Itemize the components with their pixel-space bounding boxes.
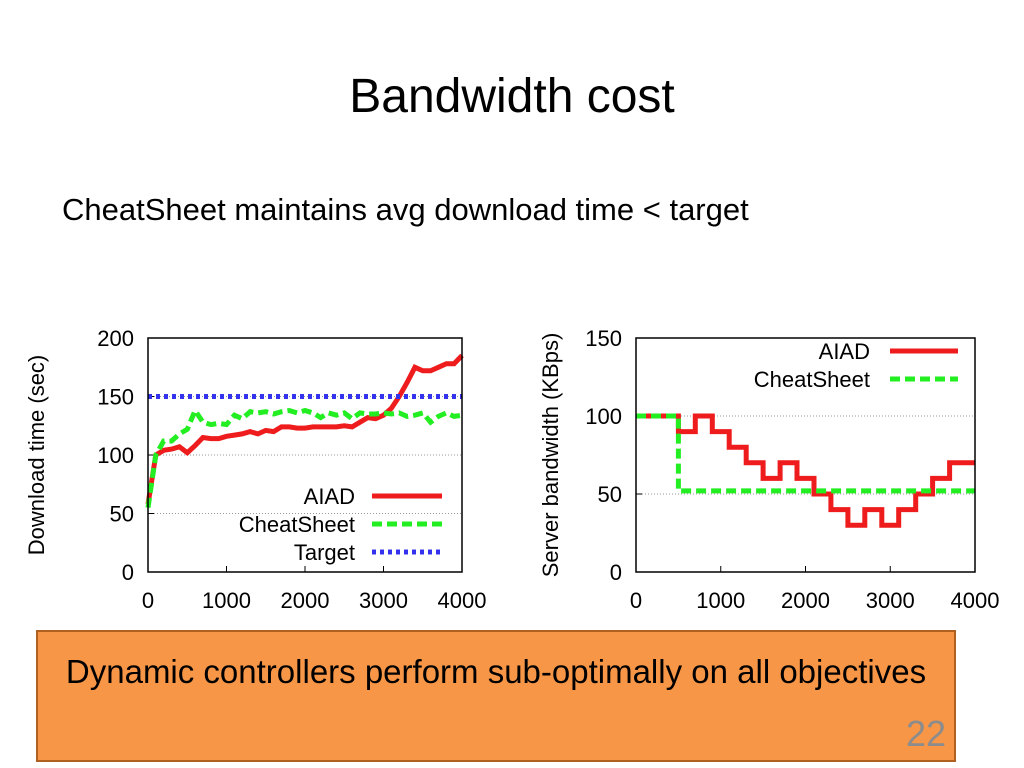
series-line-aiad [636, 413, 975, 528]
callout-box: Dynamic controllers perform sub-optimall… [36, 630, 956, 762]
y-tick-label: 150 [585, 326, 622, 351]
slide-title: Bandwidth cost [349, 70, 675, 123]
page-number: 22 [906, 713, 947, 754]
legend-label-cheatsheet: CheatSheet [754, 367, 870, 392]
x-tick-label: 2000 [281, 588, 330, 613]
y-tick-label: 0 [610, 560, 622, 585]
y-tick-label: 0 [122, 560, 134, 585]
x-tick-label: 1000 [696, 588, 745, 613]
series-line-aiad [145, 353, 464, 505]
server-bandwidth-chart: 0 50 100 150 0 1000 2000 3000 4000 Server bandwid… [538, 326, 1000, 613]
x-tick-label: 4000 [951, 588, 1000, 613]
legend-label-cheatsheet: CheatSheet [239, 512, 355, 537]
slide-bullet: CheatSheet maintains avg download time <… [62, 192, 749, 227]
x-tick-label: 3000 [359, 588, 408, 613]
y-tick-label: 50 [110, 502, 134, 527]
y-tick-label: 100 [97, 443, 134, 468]
x-tick-label: 1000 [202, 588, 251, 613]
y-axis-title: Server bandwidth (KBps) [538, 333, 563, 578]
y-tick-label: 100 [585, 404, 622, 429]
legend-label-target: Target [294, 540, 355, 565]
series-line-cheatsheet [636, 413, 975, 494]
y-axis-title: Download time (sec) [24, 355, 49, 556]
legend-label-aiad: AIAD [304, 484, 355, 509]
x-tick-label: 3000 [866, 588, 915, 613]
y-tick-label: 150 [97, 385, 134, 410]
x-tick-label: 0 [630, 588, 642, 613]
y-tick-label: 200 [97, 326, 134, 351]
plot-frame [147, 337, 463, 573]
legend-label-aiad: AIAD [819, 339, 870, 364]
x-tick-label: 2000 [781, 588, 830, 613]
plot-frame [635, 337, 976, 573]
x-tick-label: 4000 [438, 588, 487, 613]
y-tick-label: 50 [598, 482, 622, 507]
callout-text: Dynamic controllers perform sub-optimall… [65, 653, 927, 690]
x-tick-label: 0 [142, 588, 154, 613]
series-line-cheatsheet [145, 405, 463, 508]
